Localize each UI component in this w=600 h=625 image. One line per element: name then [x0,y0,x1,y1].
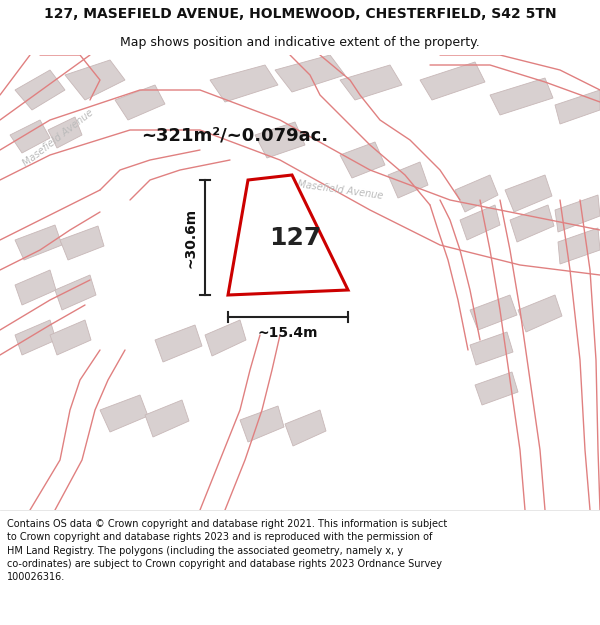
Polygon shape [475,372,518,405]
Text: ~15.4m: ~15.4m [258,326,318,340]
Polygon shape [558,228,600,264]
Polygon shape [470,295,517,330]
Polygon shape [388,162,428,198]
Text: Contains OS data © Crown copyright and database right 2021. This information is : Contains OS data © Crown copyright and d… [7,519,448,582]
Polygon shape [15,320,56,355]
Polygon shape [145,400,189,437]
Polygon shape [48,117,82,148]
Polygon shape [255,122,305,158]
Polygon shape [55,275,96,310]
Polygon shape [460,205,500,240]
Polygon shape [50,320,91,355]
Polygon shape [65,60,125,100]
Polygon shape [205,320,246,356]
Polygon shape [518,295,562,332]
Polygon shape [100,395,148,432]
Text: ~321m²/~0.079ac.: ~321m²/~0.079ac. [142,126,329,144]
Polygon shape [210,65,278,102]
Polygon shape [240,406,284,442]
Polygon shape [340,142,385,178]
Polygon shape [115,85,165,120]
Text: Map shows position and indicative extent of the property.: Map shows position and indicative extent… [120,36,480,49]
Polygon shape [15,225,62,260]
Polygon shape [60,226,104,260]
Polygon shape [455,175,498,212]
Text: 127: 127 [269,226,321,250]
Text: Masefield Avenue: Masefield Avenue [296,179,383,201]
Polygon shape [340,65,402,100]
Polygon shape [285,410,326,446]
Polygon shape [555,90,600,124]
Polygon shape [15,270,56,305]
Polygon shape [470,332,513,365]
Polygon shape [228,175,348,295]
Polygon shape [420,62,485,100]
Polygon shape [10,120,50,153]
Polygon shape [15,70,65,110]
Text: Masefield Avenue: Masefield Avenue [21,107,95,169]
Polygon shape [275,55,345,92]
Polygon shape [490,78,553,115]
Polygon shape [505,175,552,212]
Polygon shape [510,205,554,242]
Text: 127, MASEFIELD AVENUE, HOLMEWOOD, CHESTERFIELD, S42 5TN: 127, MASEFIELD AVENUE, HOLMEWOOD, CHESTE… [44,7,556,21]
Text: ~30.6m: ~30.6m [184,208,198,268]
Polygon shape [155,325,202,362]
Polygon shape [555,195,600,232]
